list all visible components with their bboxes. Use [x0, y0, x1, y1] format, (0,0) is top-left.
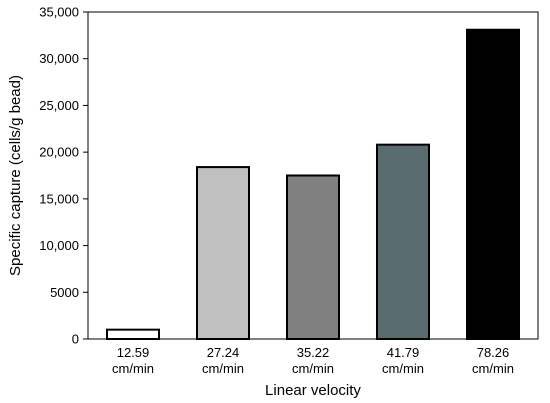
- x-tick-label: 27.24: [207, 345, 240, 360]
- x-tick-label: cm/min: [292, 361, 334, 376]
- y-tick-label: 20,000: [39, 145, 79, 160]
- x-tick-label: cm/min: [112, 361, 154, 376]
- plot-frame: [87, 11, 539, 340]
- bar: [466, 28, 520, 340]
- y-tick-label: 5000: [50, 285, 79, 300]
- y-tick-label: 35,000: [39, 5, 79, 20]
- x-tick-label: cm/min: [472, 361, 514, 376]
- x-axis-ticks: 12.59cm/min27.24cm/min35.22cm/min41.79cm…: [112, 345, 514, 376]
- x-tick-label: 35.22: [297, 345, 330, 360]
- x-tick-label: cm/min: [382, 361, 424, 376]
- x-tick-label: 41.79: [387, 345, 420, 360]
- bar: [196, 166, 250, 340]
- x-tick-label: 78.26: [477, 345, 510, 360]
- bar: [106, 328, 160, 340]
- y-tick-label: 15,000: [39, 191, 79, 206]
- y-tick-label: 25,000: [39, 98, 79, 113]
- y-tick-label: 0: [72, 332, 79, 347]
- x-tick-label: 12.59: [117, 345, 150, 360]
- y-axis-ticks: 0 5000 10,000 15,000 20,000 25,000 30,000 35,00…: [39, 5, 88, 347]
- bars-group: [106, 28, 520, 340]
- y-tick-label: 30,000: [39, 51, 79, 66]
- bar: [376, 143, 430, 340]
- x-tick-label: cm/min: [202, 361, 244, 376]
- x-axis-title: Linear velocity: [265, 382, 361, 399]
- bar: [286, 174, 340, 340]
- y-tick-label: 10,000: [39, 238, 79, 253]
- y-axis-title: Specific capture (cells/g bead): [7, 75, 24, 276]
